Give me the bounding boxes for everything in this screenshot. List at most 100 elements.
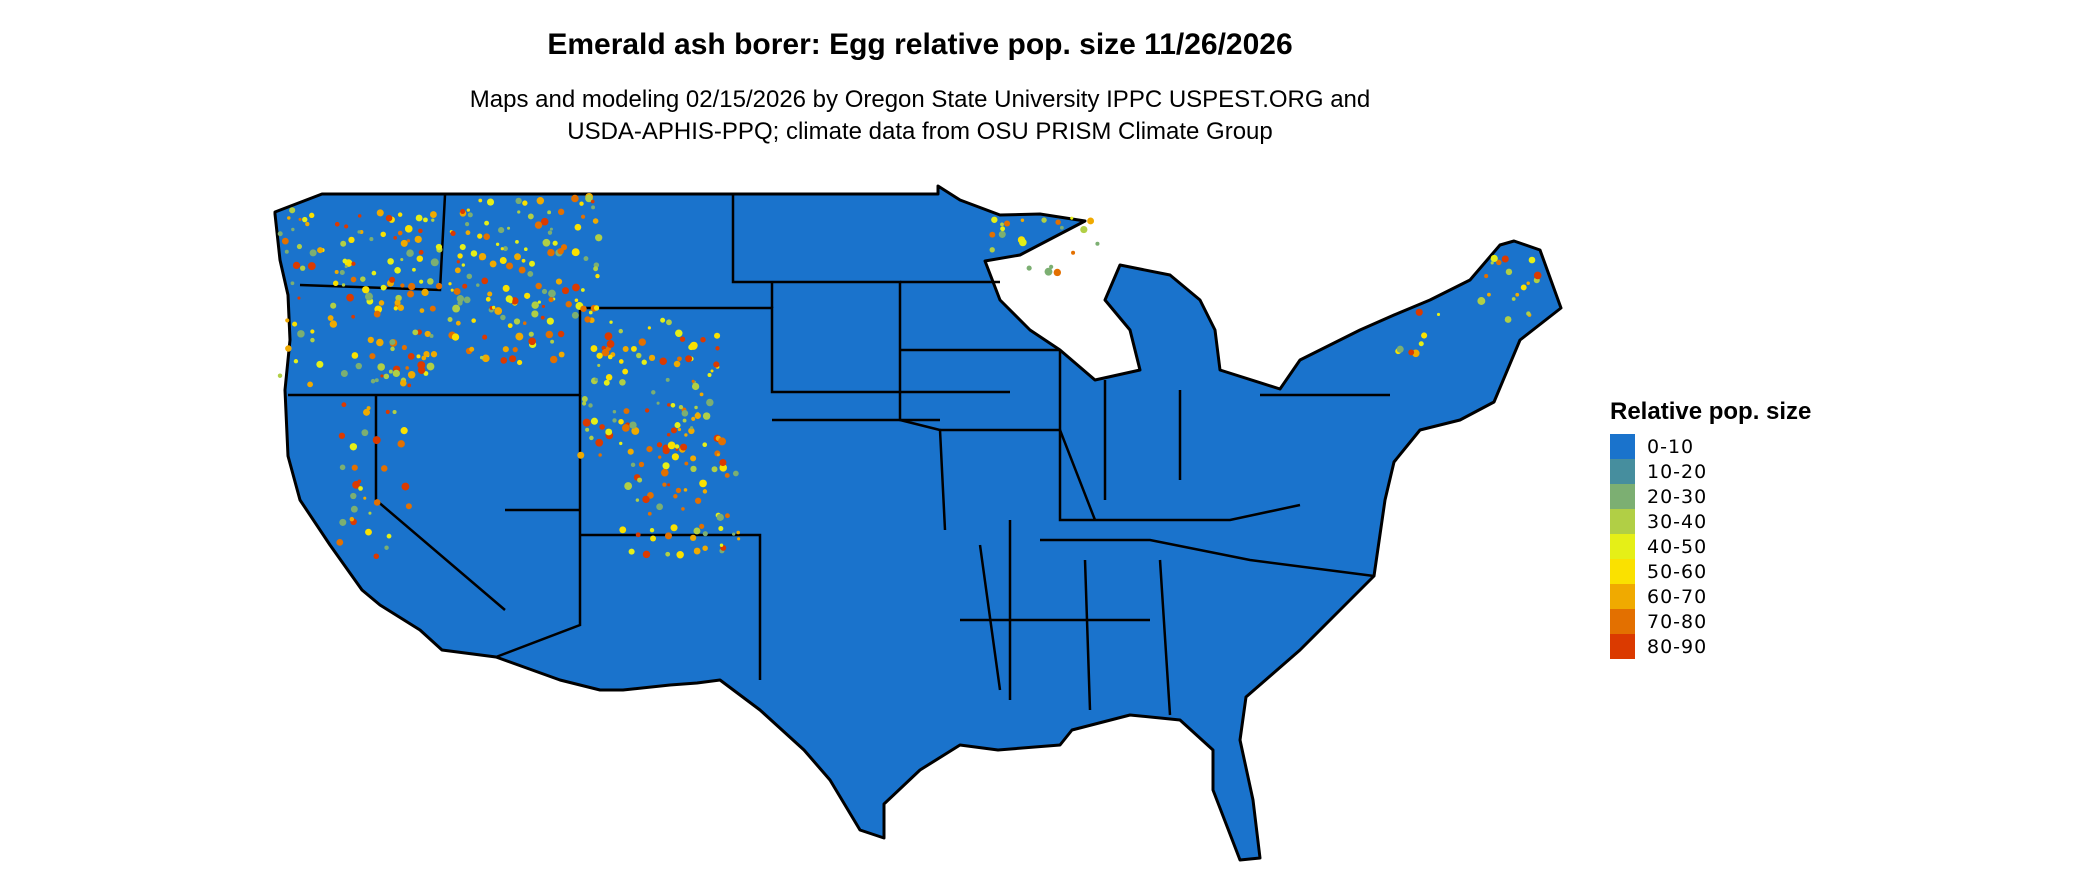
hotspot-mark xyxy=(711,466,718,473)
hotspot-mark xyxy=(509,355,517,363)
hotspot-mark xyxy=(459,243,466,251)
hotspot-mark xyxy=(549,227,553,231)
hotspot-mark xyxy=(702,442,708,448)
hotspot-mark xyxy=(502,346,509,353)
hotspot-mark xyxy=(466,208,470,212)
hotspot-mark xyxy=(380,465,388,472)
hotspot-mark xyxy=(588,310,593,315)
hotspot-mark xyxy=(699,523,705,529)
hotspot-mark xyxy=(582,401,587,406)
hotspot-mark xyxy=(455,320,461,326)
hotspot-mark xyxy=(346,293,354,302)
hotspot-mark xyxy=(691,379,695,383)
hotspot-mark xyxy=(373,310,381,318)
hotspot-mark xyxy=(647,326,651,330)
hotspot-mark xyxy=(285,345,292,352)
legend-item: 50-60 xyxy=(1610,559,1811,584)
hotspot-mark xyxy=(507,226,511,230)
hotspot-mark xyxy=(404,225,413,233)
hotspot-mark xyxy=(340,369,348,377)
hotspot-mark xyxy=(660,468,669,477)
hotspot-mark xyxy=(506,262,514,270)
hotspot-mark xyxy=(327,315,334,321)
hotspot-mark xyxy=(581,396,588,402)
hotspot-mark xyxy=(524,292,531,299)
hotspot-mark xyxy=(662,444,670,452)
hotspot-mark xyxy=(495,242,500,246)
hotspot-mark xyxy=(505,295,513,303)
hotspot-mark xyxy=(591,205,596,210)
hotspot-mark xyxy=(407,371,416,379)
hotspot-mark xyxy=(590,345,598,352)
hotspot-mark xyxy=(1396,345,1404,353)
hotspot-mark xyxy=(1020,218,1025,222)
hotspot-mark xyxy=(451,333,460,341)
hotspot-mark xyxy=(680,443,688,451)
hotspot-mark xyxy=(629,421,637,429)
hotspot-mark xyxy=(386,533,392,539)
hotspot-mark xyxy=(693,527,701,535)
hotspot-mark xyxy=(499,257,507,264)
hotspot-mark xyxy=(465,230,471,236)
hotspot-mark xyxy=(647,511,652,516)
hotspot-mark xyxy=(528,331,534,337)
hotspot-mark xyxy=(1000,226,1006,232)
hotspot-mark xyxy=(583,256,589,262)
hotspot-mark xyxy=(998,230,1006,238)
hotspot-mark xyxy=(577,451,585,459)
hotspot-mark xyxy=(710,369,714,373)
hotspot-mark xyxy=(412,267,416,272)
hotspot-mark xyxy=(456,295,465,303)
hotspot-mark xyxy=(989,231,996,238)
hotspot-mark xyxy=(676,551,684,559)
hotspot-mark xyxy=(349,443,358,451)
hotspot-mark xyxy=(423,217,428,223)
hotspot-mark xyxy=(547,210,552,215)
hotspot-mark xyxy=(642,550,651,559)
hotspot-mark xyxy=(681,507,685,511)
hotspot-mark xyxy=(562,287,570,295)
hotspot-mark xyxy=(1484,274,1489,279)
hotspot-mark xyxy=(649,528,655,533)
hotspot-mark xyxy=(535,282,542,290)
us-outline xyxy=(273,184,1563,862)
hotspot-mark xyxy=(702,545,708,551)
hotspot-mark xyxy=(671,453,679,461)
hotspot-mark xyxy=(666,432,671,437)
hotspot-mark xyxy=(383,373,390,380)
legend-label: 30-40 xyxy=(1647,510,1708,533)
hotspot-mark xyxy=(400,283,405,288)
hotspot-mark xyxy=(716,513,724,521)
hotspot-mark xyxy=(574,298,579,303)
hotspot-mark xyxy=(716,453,720,457)
hotspot-mark xyxy=(1421,332,1428,339)
hotspot-mark xyxy=(515,332,524,341)
hotspot-mark xyxy=(1526,311,1531,316)
hotspot-mark xyxy=(674,422,681,429)
hotspot-mark xyxy=(707,373,712,378)
hotspot-mark xyxy=(593,305,600,311)
hotspot-mark xyxy=(483,233,490,241)
hotspot-mark xyxy=(424,330,431,338)
hotspot-mark xyxy=(307,381,314,388)
hotspot-mark xyxy=(660,317,666,323)
hotspot-mark xyxy=(702,531,708,537)
hotspot-mark xyxy=(1060,225,1064,230)
hotspot-mark xyxy=(339,518,347,526)
hotspot-mark xyxy=(511,297,519,305)
hotspot-mark xyxy=(281,237,289,245)
hotspot-mark xyxy=(486,198,495,206)
hotspot-mark xyxy=(476,283,480,287)
hotspot-mark xyxy=(339,270,345,276)
hotspot-mark xyxy=(1055,219,1061,225)
hotspot-mark xyxy=(571,194,579,203)
hotspot-mark xyxy=(572,283,580,292)
hotspot-mark xyxy=(387,258,394,265)
hotspot-mark xyxy=(341,283,346,287)
hotspot-mark xyxy=(656,401,660,405)
hotspot-mark xyxy=(307,262,316,271)
hotspot-mark xyxy=(1501,255,1509,263)
hotspot-mark xyxy=(597,363,601,367)
hotspot-mark xyxy=(364,292,373,301)
hotspot-mark xyxy=(666,319,672,326)
